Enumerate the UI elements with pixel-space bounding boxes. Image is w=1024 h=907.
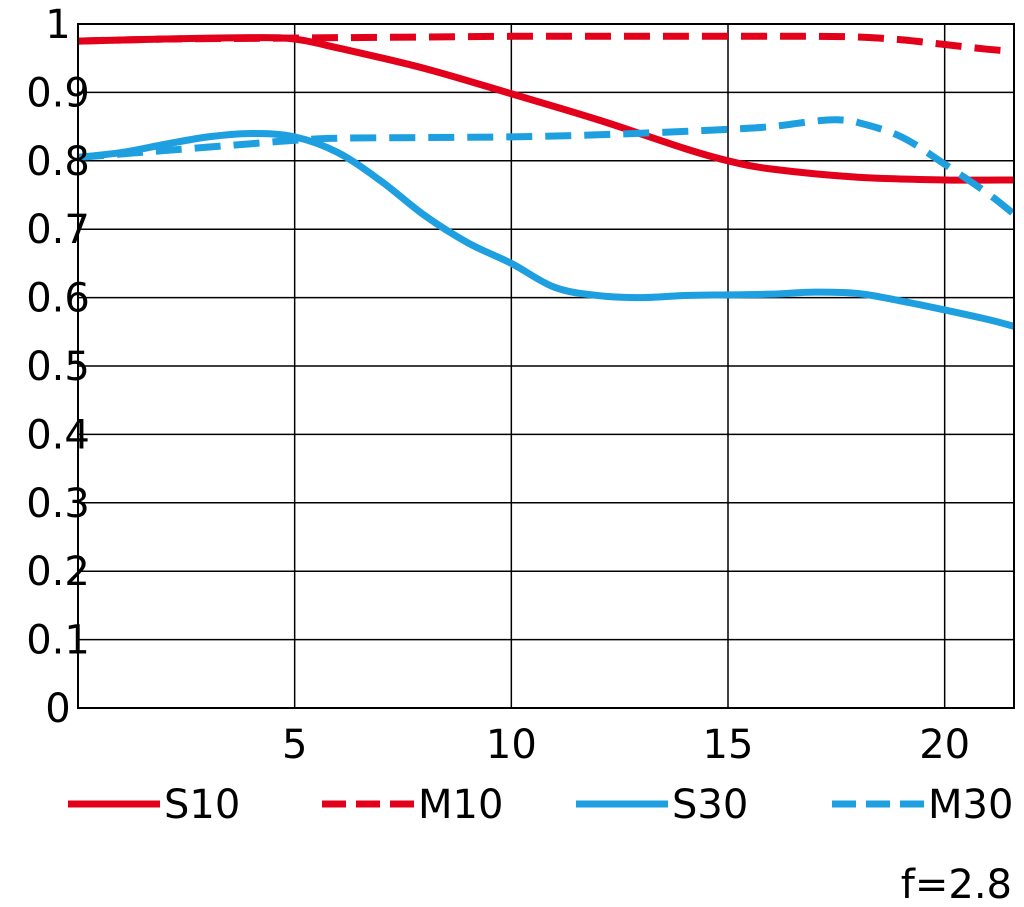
aperture-annotation: f=2.8 (901, 862, 1012, 907)
x-tick-label: 20 (919, 722, 970, 768)
series-line-m30 (77, 116, 1017, 217)
y-tick-label: 0.6 (26, 276, 90, 322)
x-tick-label: 5 (282, 722, 307, 768)
y-tick-label: 0.9 (26, 70, 90, 116)
y-axis-tick-labels: 0 0.1 0.2 0.3 0.4 0.5 0.6 0.7 0.8 0.9 1 (26, 2, 90, 732)
series-lines (77, 32, 1017, 330)
y-tick-label: 0 (45, 686, 70, 732)
series-line-s30 (77, 129, 1015, 330)
legend-label-m10: M10 (418, 782, 503, 828)
x-axis-tick-labels: 5 10 15 20 (282, 722, 970, 768)
x-tick-label: 10 (486, 722, 537, 768)
y-tick-label: 0.4 (26, 412, 90, 458)
x-tick-label: 15 (703, 722, 754, 768)
y-tick-label: 0.2 (26, 549, 90, 595)
y-tick-label: 1 (45, 2, 70, 48)
series-line-m10 (77, 32, 1015, 55)
y-tick-label: 0.5 (26, 344, 90, 390)
y-tick-label: 0.1 (26, 618, 90, 664)
y-tick-label: 0.8 (26, 139, 90, 185)
legend-label-s10: S10 (164, 782, 240, 828)
plot-frame (77, 23, 1015, 709)
legend: S10 M10 S30 M30 (68, 782, 1013, 828)
legend-label-m30: M30 (928, 782, 1013, 828)
y-tick-label: 0.7 (26, 207, 90, 253)
legend-label-s30: S30 (672, 782, 748, 828)
y-tick-label: 0.3 (26, 481, 90, 527)
